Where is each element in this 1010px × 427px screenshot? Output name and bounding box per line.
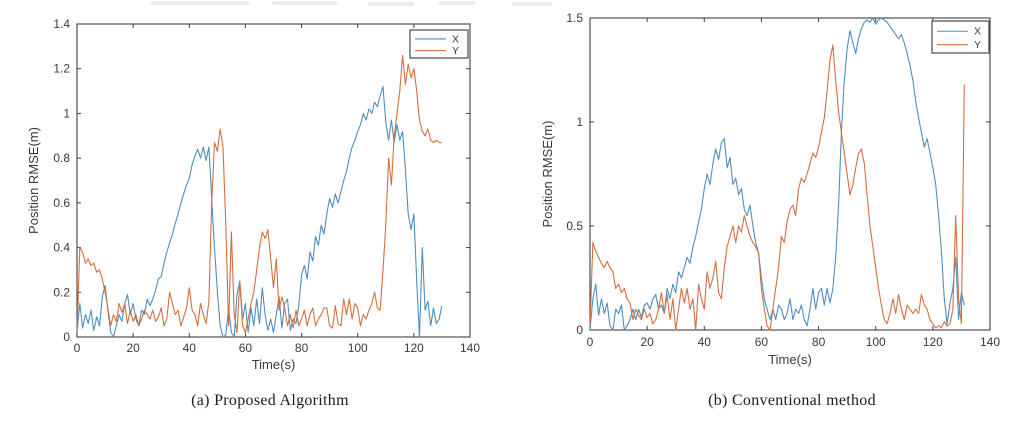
- x-tick-label: 20: [126, 341, 140, 355]
- plot-box: [76, 23, 471, 338]
- series-line-Y: [76, 54, 442, 334]
- y-axis-label: Position RMSE(m): [540, 121, 555, 228]
- x-tick-label: 60: [755, 335, 769, 349]
- y-tick-label: 0.6: [53, 196, 70, 210]
- y-tick-label: 1: [63, 106, 70, 120]
- x-tick-label: 60: [239, 341, 253, 355]
- x-tick-label: 140: [460, 341, 480, 355]
- y-tick-label: 1.4: [53, 17, 70, 31]
- x-tick-label: 40: [183, 341, 197, 355]
- x-axis-label: Time(s): [252, 357, 296, 372]
- x-tick-label: 100: [866, 335, 886, 349]
- x-tick-label: 20: [640, 335, 654, 349]
- plot-box: [589, 17, 991, 331]
- x-tick-label: 120: [404, 341, 424, 355]
- caption-conventional-method: (b) Conventional method: [708, 392, 876, 409]
- x-tick-label: 140: [980, 335, 1000, 349]
- y-tick-label: 1.2: [53, 62, 70, 76]
- y-axis-label: Position RMSE(m): [26, 127, 41, 234]
- legend-label-Y: Y: [974, 39, 981, 51]
- y-tick-label: 0: [63, 330, 70, 344]
- series-line-Y: [589, 44, 965, 331]
- legend-label-Y: Y: [452, 45, 459, 57]
- x-tick-label: 80: [812, 335, 826, 349]
- y-tick-label: 1.5: [566, 11, 583, 25]
- y-tick-label: 0.4: [53, 241, 70, 255]
- legend-box: [931, 20, 990, 54]
- chart-proposed: 0 20 40 60 80 100 120 140 0 0.2 0.4 0.6 0.8 1 1.2 1.4 Ti…: [26, 17, 480, 372]
- legend-label-X: X: [974, 26, 981, 38]
- y-tick-label: 0: [576, 323, 583, 337]
- legend-box: [409, 29, 469, 59]
- chart-conventional: 0 20 40 60 80 100 120 140 0 0.5 1 1.5 Time(s) Positio…: [540, 11, 1000, 367]
- y-tick-label: 1: [576, 115, 583, 129]
- x-tick-label: 0: [587, 335, 594, 349]
- y-tick-label: 0.2: [53, 285, 70, 299]
- x-tick-label: 100: [348, 341, 368, 355]
- caption-proposed-algorithm: (a) Proposed Algorithm: [191, 392, 349, 409]
- y-tick-label: 0.8: [53, 151, 70, 165]
- x-tick-label: 40: [698, 335, 712, 349]
- x-tick-label: 0: [74, 341, 81, 355]
- x-tick-label: 80: [295, 341, 309, 355]
- legend-label-X: X: [452, 33, 459, 45]
- series-line-X: [76, 86, 443, 338]
- x-tick-label: 120: [923, 335, 943, 349]
- x-axis-label: Time(s): [768, 352, 812, 367]
- cropped-text-artifact: [0, 0, 1010, 8]
- y-tick-label: 0.5: [566, 219, 583, 233]
- series-line-X: [589, 17, 965, 331]
